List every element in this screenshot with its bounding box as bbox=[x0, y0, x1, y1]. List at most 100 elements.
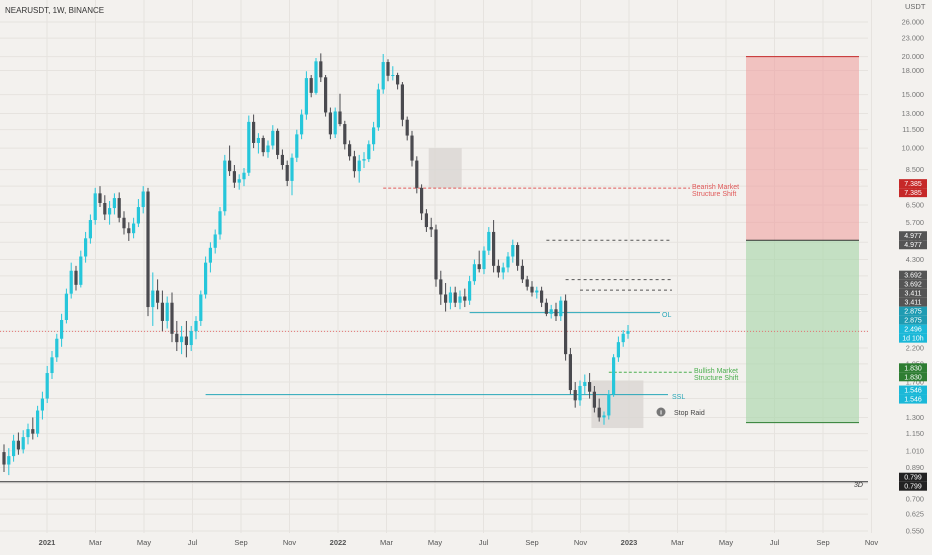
candle[interactable] bbox=[228, 145, 232, 176]
candle[interactable] bbox=[232, 165, 236, 188]
candle[interactable] bbox=[583, 374, 587, 395]
candle[interactable] bbox=[36, 405, 40, 438]
candle[interactable] bbox=[511, 239, 515, 263]
candle[interactable] bbox=[79, 250, 83, 288]
candle[interactable] bbox=[319, 53, 323, 83]
price-axis[interactable]: USDT 26.000 23.000 20.000 18.000 15.000 13.00… bbox=[902, 2, 926, 536]
candle[interactable] bbox=[242, 168, 246, 187]
candle[interactable] bbox=[160, 290, 164, 332]
candle[interactable] bbox=[84, 231, 88, 263]
candle[interactable] bbox=[55, 333, 59, 362]
candle[interactable] bbox=[367, 140, 371, 163]
candle[interactable] bbox=[93, 187, 97, 225]
candle[interactable] bbox=[424, 209, 428, 232]
candle[interactable] bbox=[458, 290, 462, 310]
candle[interactable] bbox=[372, 121, 376, 151]
candle[interactable] bbox=[396, 72, 400, 90]
candle[interactable] bbox=[247, 115, 251, 176]
candle[interactable] bbox=[352, 150, 356, 178]
candle[interactable] bbox=[309, 75, 313, 98]
candle[interactable] bbox=[2, 444, 6, 472]
candle[interactable] bbox=[45, 365, 49, 404]
candle[interactable] bbox=[16, 432, 20, 455]
candle[interactable] bbox=[74, 265, 78, 291]
candle[interactable] bbox=[98, 186, 102, 208]
candle[interactable] bbox=[564, 294, 568, 361]
candle[interactable] bbox=[31, 417, 35, 440]
candle[interactable] bbox=[597, 398, 601, 422]
candle[interactable] bbox=[204, 256, 208, 299]
candle[interactable] bbox=[151, 272, 155, 326]
candle[interactable] bbox=[146, 187, 150, 317]
candle[interactable] bbox=[588, 373, 592, 399]
candle[interactable] bbox=[199, 290, 203, 326]
candle[interactable] bbox=[348, 140, 352, 161]
candle[interactable] bbox=[468, 275, 472, 305]
candle[interactable] bbox=[271, 125, 275, 150]
candle[interactable] bbox=[141, 186, 145, 214]
candle[interactable] bbox=[362, 152, 366, 169]
candle[interactable] bbox=[300, 109, 304, 140]
candle[interactable] bbox=[266, 140, 270, 158]
candle[interactable] bbox=[381, 54, 385, 94]
candle[interactable] bbox=[170, 292, 174, 343]
candle[interactable] bbox=[223, 154, 227, 216]
candle[interactable] bbox=[525, 275, 529, 291]
candle[interactable] bbox=[544, 298, 548, 317]
candle[interactable] bbox=[122, 211, 126, 235]
candle[interactable] bbox=[132, 217, 136, 239]
candle[interactable] bbox=[616, 336, 620, 362]
candle[interactable] bbox=[208, 242, 212, 273]
candle[interactable] bbox=[280, 149, 284, 170]
candle[interactable] bbox=[453, 286, 457, 308]
candle[interactable] bbox=[535, 286, 539, 299]
candle[interactable] bbox=[578, 380, 582, 406]
candle[interactable] bbox=[501, 262, 505, 280]
candle[interactable] bbox=[117, 192, 121, 223]
candle[interactable] bbox=[64, 288, 68, 324]
candle[interactable] bbox=[400, 82, 404, 127]
candle[interactable] bbox=[343, 120, 347, 150]
candle[interactable] bbox=[338, 93, 342, 127]
candle[interactable] bbox=[602, 411, 606, 425]
candle[interactable] bbox=[554, 302, 558, 321]
candle[interactable] bbox=[573, 382, 577, 408]
candle[interactable] bbox=[285, 160, 289, 187]
candle[interactable] bbox=[444, 282, 448, 312]
candle[interactable] bbox=[612, 354, 616, 397]
candle[interactable] bbox=[429, 217, 433, 238]
candle[interactable] bbox=[516, 242, 520, 271]
candle[interactable] bbox=[405, 116, 409, 141]
candle[interactable] bbox=[487, 227, 491, 256]
candle[interactable] bbox=[295, 129, 299, 163]
candle[interactable] bbox=[592, 385, 596, 413]
candle[interactable] bbox=[184, 320, 188, 358]
candle[interactable] bbox=[189, 325, 193, 352]
candle[interactable] bbox=[391, 66, 395, 81]
candle[interactable] bbox=[12, 434, 16, 462]
candle[interactable] bbox=[50, 351, 54, 379]
candle[interactable] bbox=[261, 135, 265, 157]
candle[interactable] bbox=[180, 325, 184, 355]
candle[interactable] bbox=[386, 59, 390, 82]
candle[interactable] bbox=[415, 156, 419, 194]
candle[interactable] bbox=[7, 448, 11, 476]
candle[interactable] bbox=[568, 348, 572, 395]
candle[interactable] bbox=[410, 130, 414, 167]
candle[interactable] bbox=[376, 83, 380, 131]
candle[interactable] bbox=[252, 114, 256, 149]
candle[interactable] bbox=[136, 199, 140, 228]
candle[interactable] bbox=[506, 252, 510, 273]
candle[interactable] bbox=[540, 286, 544, 308]
candle[interactable] bbox=[530, 281, 534, 297]
candle[interactable] bbox=[40, 391, 44, 420]
candle[interactable] bbox=[213, 229, 217, 254]
candle[interactable] bbox=[607, 390, 611, 420]
candle[interactable] bbox=[328, 107, 332, 140]
candle[interactable] bbox=[324, 75, 328, 117]
candle[interactable] bbox=[88, 214, 92, 244]
candle[interactable] bbox=[194, 316, 198, 340]
candle[interactable] bbox=[21, 430, 25, 454]
